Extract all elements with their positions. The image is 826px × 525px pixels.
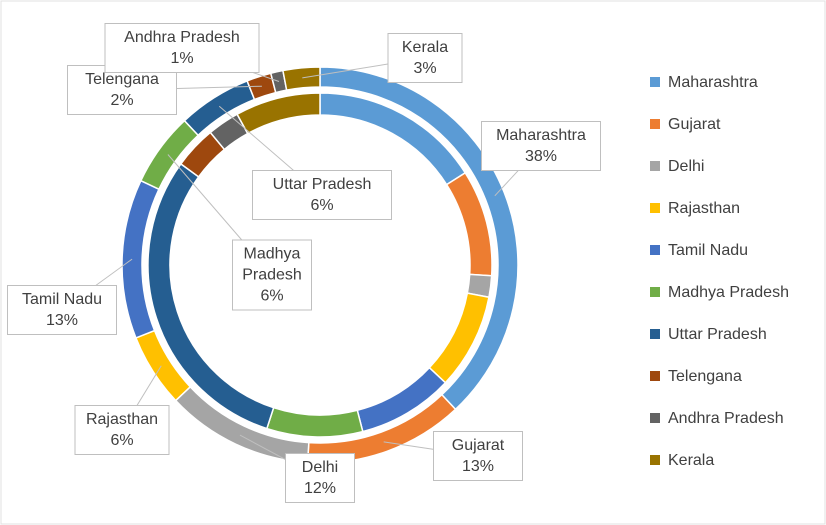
- data-label: Rajasthan 6%: [74, 405, 170, 455]
- legend-swatch: [650, 329, 660, 339]
- data-label-name: Kerala: [401, 39, 449, 56]
- legend-swatch: [650, 455, 660, 465]
- legend-swatch: [650, 119, 660, 129]
- legend-swatch: [650, 77, 660, 87]
- data-label: Telengana 2%: [67, 65, 177, 115]
- legend-label: Andhra Pradesh: [668, 410, 784, 427]
- data-label: Kerala 3%: [387, 33, 463, 83]
- data-label-value: 6%: [110, 432, 134, 449]
- legend-label: Delhi: [668, 158, 704, 175]
- data-label-name: Madhya Pradesh: [242, 245, 302, 284]
- data-label-value: 12%: [303, 480, 337, 497]
- legend-label: Telengana: [668, 368, 742, 385]
- data-label-name: Telengana: [85, 71, 159, 88]
- data-label-name: Delhi: [301, 459, 339, 476]
- legend-swatch: [650, 245, 660, 255]
- data-label: Madhya Pradesh 6%: [232, 239, 312, 311]
- legend-swatch: [650, 371, 660, 381]
- legend-label: Gujarat: [668, 116, 721, 133]
- legend-label: Tamil Nadu: [668, 242, 748, 259]
- data-label-value: 38%: [524, 148, 558, 165]
- data-label-value: 1%: [170, 50, 194, 67]
- legend-swatch: [650, 413, 660, 423]
- data-label-name: Uttar Pradesh: [272, 176, 372, 193]
- legend-swatch: [650, 161, 660, 171]
- data-label-value: 2%: [110, 92, 134, 109]
- ring-segment: [236, 92, 321, 135]
- legend-swatch: [650, 287, 660, 297]
- data-label-name: Tamil Nadu: [21, 291, 103, 308]
- data-label: Maharashtra 38%: [481, 121, 601, 171]
- data-label: Uttar Pradesh 6%: [252, 170, 392, 220]
- ring-segment: [282, 66, 321, 92]
- data-label: Delhi 12%: [285, 453, 355, 503]
- legend: Maharashtra Gujarat Delhi Rajasthan Tamil Na…: [650, 74, 789, 469]
- data-label-name: Rajasthan: [85, 411, 159, 428]
- rings: [121, 66, 519, 464]
- data-label-value: 13%: [45, 312, 79, 329]
- legend-label: Rajasthan: [668, 200, 740, 217]
- data-label-name: Andhra Pradesh: [124, 29, 240, 46]
- data-label-name: Maharashtra: [496, 127, 586, 144]
- data-label-value: 6%: [260, 287, 284, 305]
- data-label: Tamil Nadu 13%: [7, 285, 117, 335]
- data-label-value: 13%: [461, 458, 495, 475]
- legend-label: Kerala: [668, 452, 714, 469]
- data-label-value: 3%: [413, 60, 437, 77]
- legend-label: Uttar Pradesh: [668, 326, 767, 343]
- data-label: Gujarat 13%: [433, 431, 523, 481]
- data-label: Andhra Pradesh 1%: [104, 23, 260, 73]
- ring-segment: [265, 406, 364, 438]
- legend-label: Madhya Pradesh: [668, 284, 789, 301]
- legend-label: Maharashtra: [668, 74, 758, 91]
- data-label-value: 6%: [310, 197, 334, 214]
- data-label-name: Gujarat: [451, 437, 505, 454]
- legend-swatch: [650, 203, 660, 213]
